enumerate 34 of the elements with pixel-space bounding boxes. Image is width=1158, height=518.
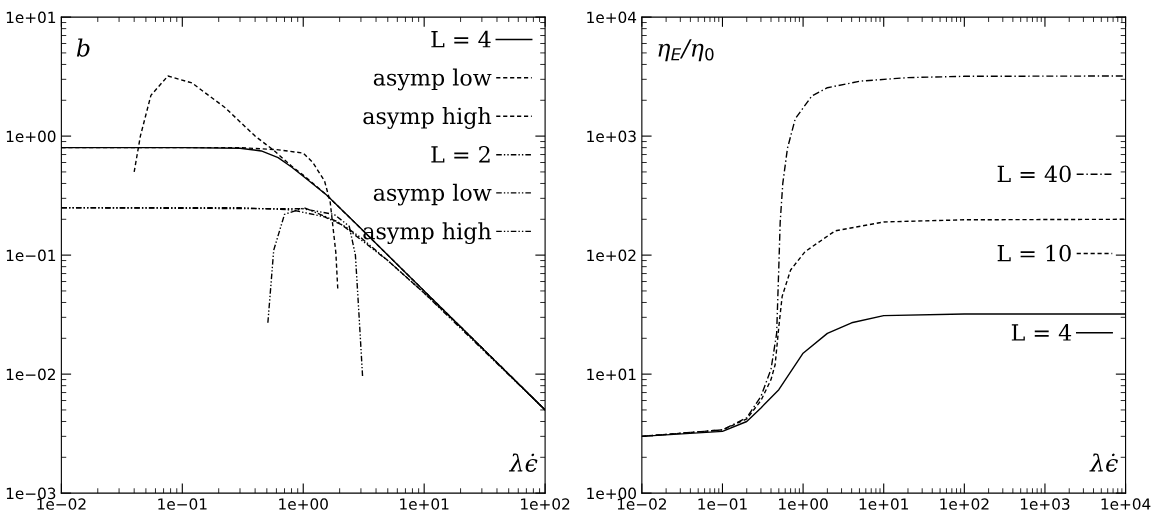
x-axis-title: λϵ̇	[1089, 453, 1118, 472]
y-tick-label: 1e−01	[6, 249, 56, 262]
x-tick-label: 1e+04	[1101, 498, 1151, 510]
x-tick-label: 1e−01	[158, 498, 207, 510]
legend-label: L = 40	[997, 165, 1071, 183]
x-tick-label: 1e+00	[279, 498, 328, 510]
legend-label: L = 4	[1011, 324, 1072, 341]
legend-label: asymp high	[363, 107, 492, 129]
y-tick-label: 1e+01	[587, 368, 636, 381]
legend-label: L = 10	[997, 244, 1071, 262]
x-tick-label: 1e+01	[400, 498, 449, 510]
x-tick-label: 1e+03	[1020, 498, 1070, 510]
x-tick-label: 1e−02	[617, 498, 666, 510]
legend-label: asymp low	[373, 68, 492, 91]
y-tick-label: 1e+02	[587, 249, 636, 262]
x-tick-label: 1e+00	[779, 498, 828, 510]
y-tick-label: 1e+00	[587, 487, 636, 500]
y-tick-label: 1e−03	[6, 487, 56, 500]
y-tick-label: 1e+01	[6, 11, 56, 24]
y-tick-label: 1e+00	[6, 130, 56, 143]
x-tick-label: 1e+02	[521, 498, 570, 510]
x-tick-label: 1e+02	[940, 498, 989, 510]
x-tick-label: 1e+01	[859, 498, 908, 510]
x-axis-title: λϵ̇	[508, 453, 538, 472]
x-tick-label: 1e−01	[698, 498, 747, 510]
y-axis-title: η$_{E}$/η$_{0}$	[658, 39, 714, 62]
legend-label: L = 4	[431, 30, 491, 48]
y-tick-label: 1e−02	[6, 368, 55, 381]
y-tick-label: 1e+04	[587, 11, 637, 24]
legend-label: L = 2	[431, 145, 490, 163]
x-tick-label: 1e−02	[37, 498, 86, 510]
y-tick-label: 1e+03	[587, 130, 636, 143]
legend-label: asymp low	[373, 183, 492, 206]
y-axis-title: b	[76, 38, 90, 57]
